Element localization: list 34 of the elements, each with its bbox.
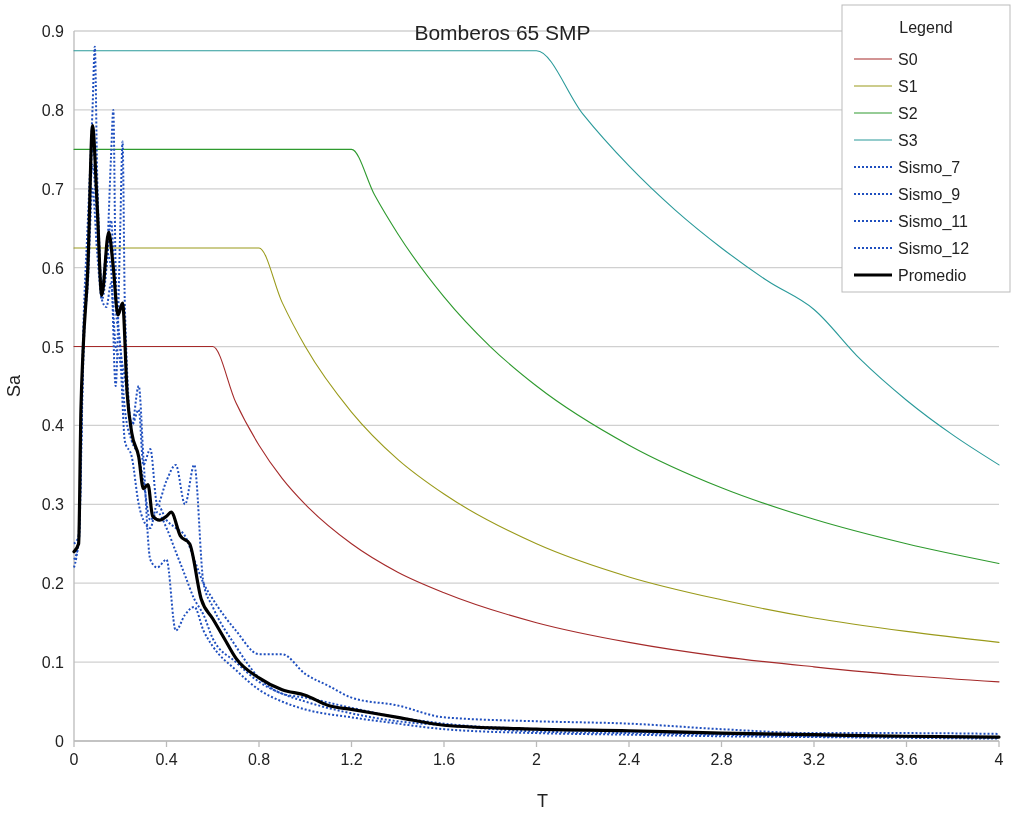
y-tick-label: 0.5 [41, 338, 65, 356]
x-tick-label: 0 [69, 751, 79, 768]
x-tick-label: 0.4 [155, 751, 178, 768]
y-tick-label: 0.9 [41, 23, 65, 40]
x-tick-label: 2 [532, 751, 542, 768]
legend-label: Sismo_7 [898, 159, 961, 177]
x-tick-label: 2.8 [710, 751, 733, 768]
x-tick-label: 2.4 [617, 751, 641, 768]
x-tick-label: 0.8 [247, 751, 271, 768]
y-tick-label: 0.3 [41, 496, 65, 514]
legend-label: Sismo_12 [898, 240, 970, 258]
legend-label: S1 [898, 78, 918, 95]
x-tick-label: 3.2 [802, 751, 826, 768]
y-tick-label: 0.4 [41, 417, 65, 435]
x-axis-title: T [537, 791, 548, 811]
y-tick-label: 0.1 [41, 654, 65, 672]
y-axis-title: Sa [4, 374, 24, 398]
x-tick-label: 1.6 [432, 751, 456, 768]
legend-label: S2 [898, 105, 918, 122]
x-tick-label: 1.2 [340, 751, 363, 768]
y-tick-label: 0 [55, 733, 65, 750]
y-tick-label: 0.6 [41, 259, 65, 277]
y-tick-label: 0.8 [41, 101, 65, 119]
legend-label: Sismo_9 [898, 186, 961, 204]
chart-title: Bomberos 65 SMP [414, 21, 591, 44]
x-tick-label: 4 [994, 751, 1004, 768]
legend-label: S3 [898, 132, 918, 149]
legend-label: Promedio [898, 267, 967, 284]
y-tick-label: 0.2 [41, 575, 65, 593]
y-tick-label: 0.7 [41, 180, 65, 198]
legend-label: S0 [898, 51, 918, 68]
legend-label: Sismo_11 [898, 213, 969, 231]
legend-title: Legend [899, 19, 953, 36]
x-tick-label: 3.6 [895, 751, 918, 768]
